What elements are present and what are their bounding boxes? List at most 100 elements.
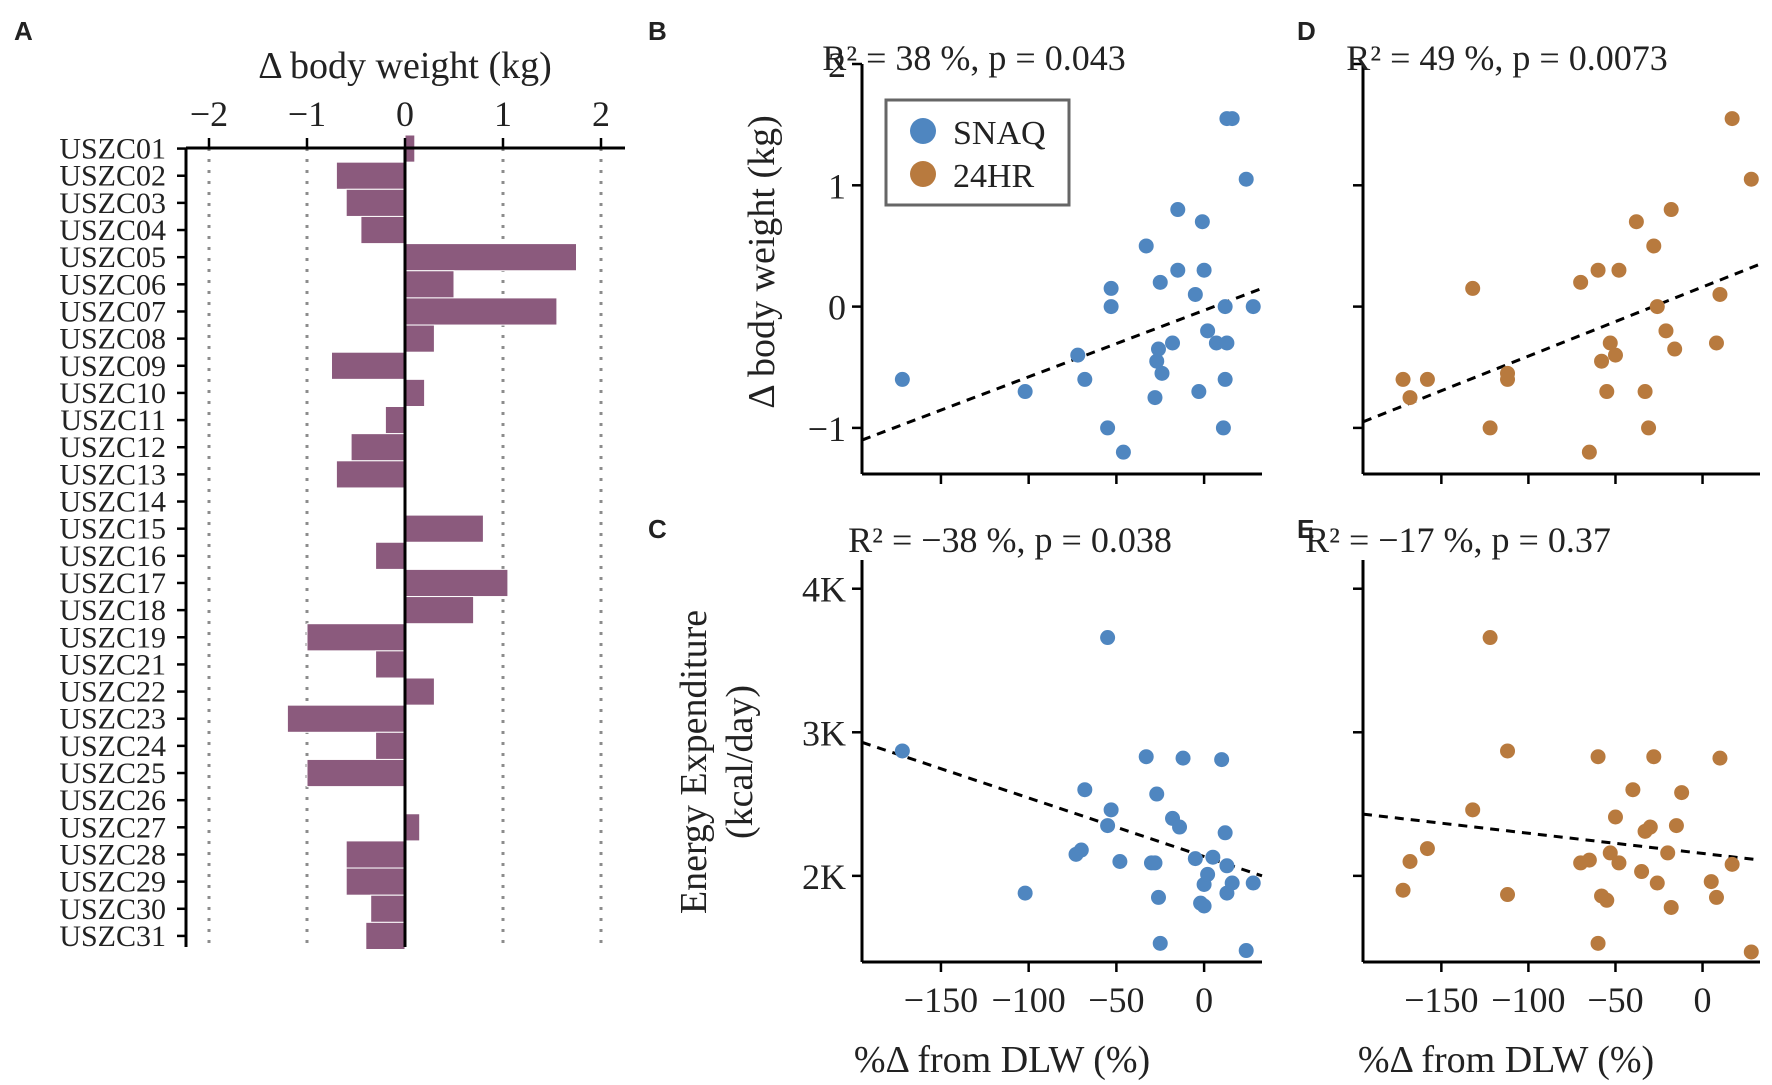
panel-a-bar xyxy=(345,867,406,896)
panel-e-point xyxy=(1602,845,1618,861)
panel-e-point xyxy=(1743,944,1759,960)
panel-a-xtick-label: −1 xyxy=(288,94,326,134)
panel-d-point xyxy=(1743,171,1759,187)
panel-a-bar xyxy=(370,894,406,923)
panel-b-point xyxy=(1187,286,1203,302)
panel-d-point xyxy=(1611,262,1627,278)
panel-d-point xyxy=(1599,384,1615,400)
panel-b-point xyxy=(1191,384,1207,400)
panel-e-point xyxy=(1703,874,1719,890)
panel-a-category-label: USZC24 xyxy=(59,730,166,763)
panel-d-point xyxy=(1419,371,1435,387)
panel-e-xtick-label: 0 xyxy=(1694,980,1712,1020)
panel-a-bar xyxy=(306,623,406,652)
panel-b-point xyxy=(1245,299,1261,315)
panel-c-point xyxy=(1219,858,1235,874)
panel-c-xtick-label: −50 xyxy=(1088,980,1144,1020)
panel-a-bar xyxy=(404,568,509,598)
panel-b-point xyxy=(1152,274,1168,290)
panel-e-point xyxy=(1419,841,1435,857)
legend-box xyxy=(884,98,1071,207)
panel-e-point xyxy=(1482,630,1498,646)
panel-b-ytick-label: 2 xyxy=(828,45,846,85)
panel-c-ytick-label: 3K xyxy=(802,713,846,753)
panel-a-category-label: USZC01 xyxy=(59,133,166,166)
panel-d-point xyxy=(1607,347,1623,363)
panel-e-point xyxy=(1599,892,1615,908)
panel-c-xtick-label: −100 xyxy=(992,980,1066,1020)
panel-label-d: D xyxy=(1297,16,1316,46)
panel-c-point xyxy=(1175,750,1191,766)
panel-b-point xyxy=(1224,111,1240,127)
panel-b-point xyxy=(1103,299,1119,315)
panel-e-point xyxy=(1649,875,1665,891)
panel-e-point xyxy=(1500,887,1516,903)
panel-e-point xyxy=(1402,854,1418,869)
panel-b-point xyxy=(1200,323,1216,339)
panel-a-bar xyxy=(375,541,406,570)
panel-a-category-label: USZC28 xyxy=(59,838,166,871)
panel-b-point xyxy=(1017,384,1033,400)
panel-a-bar xyxy=(306,758,406,788)
panel-a-category-label: USZC02 xyxy=(59,160,166,193)
panel-c-ylabel-line1: Energy Expenditure xyxy=(673,610,715,914)
panel-c-point xyxy=(1077,782,1093,798)
panel-d-point xyxy=(1667,341,1683,357)
panel-d-point xyxy=(1590,262,1606,278)
panel-b-point xyxy=(1219,335,1235,351)
panel-d-point xyxy=(1395,371,1411,387)
panel-c-r2-annotation: R² = −38 %, p = 0.038 xyxy=(848,520,1172,560)
legend-label-24hr: 24HR xyxy=(953,158,1035,195)
panel-d-point xyxy=(1658,323,1674,339)
panel-c-ytick-label: 4K xyxy=(802,570,846,610)
panel-d-r2-annotation: R² = 49 %, p = 0.0073 xyxy=(1346,38,1667,78)
panel-a-category-label: USZC04 xyxy=(59,214,166,247)
panel-a-category-label: USZC21 xyxy=(59,648,166,681)
panel-a-category-label: USZC06 xyxy=(59,268,166,301)
panel-b-scatter: −1 0 1 2 R² = 38 %, p = 0.043 Δ body weight… xyxy=(741,38,1263,484)
panel-a-category-label: USZC07 xyxy=(59,295,166,328)
panel-c-point xyxy=(1149,786,1165,802)
panel-a-category-label: USZC13 xyxy=(59,458,166,491)
panel-d-scatter: R² = 49 %, p = 0.0073 xyxy=(1346,38,1761,484)
panel-a-bar xyxy=(404,297,558,326)
panel-b-point xyxy=(1170,202,1186,218)
panel-a-category-label: USZC18 xyxy=(59,594,166,627)
panel-a-bar xyxy=(335,460,406,489)
panel-e-point xyxy=(1634,864,1650,880)
legend-marker-snaq xyxy=(910,118,936,144)
panel-e-xtick-label: −150 xyxy=(1404,980,1478,1020)
panel-d-point xyxy=(1465,280,1481,296)
panel-e-point xyxy=(1724,856,1740,872)
panel-c-trend-line xyxy=(861,740,1263,878)
panel-b-point xyxy=(1196,262,1212,278)
panel-e-xlabel: %Δ from DLW (%) xyxy=(1358,1039,1654,1081)
panel-a-bar xyxy=(360,215,406,245)
panel-a-bar xyxy=(335,161,406,190)
panel-b-point xyxy=(1147,390,1163,406)
panel-b-point xyxy=(1138,238,1154,254)
panel-d-point xyxy=(1628,214,1644,230)
panel-d-point xyxy=(1649,299,1665,315)
panel-a-bar xyxy=(404,596,475,625)
panel-e-point xyxy=(1663,899,1679,915)
panel-a-bar xyxy=(375,650,406,679)
panel-e-scatter: −150 −100 −50 0 R² = −17 %, p = 0.37 %Δ fro… xyxy=(1305,520,1761,1081)
panel-d-trend-line xyxy=(1362,262,1761,424)
panel-b-ytick-label: 0 xyxy=(828,288,846,328)
panel-b-point xyxy=(1150,341,1166,357)
panel-e-xtick-label: −50 xyxy=(1587,980,1643,1020)
panel-b-trend-line xyxy=(861,287,1263,442)
panel-e-point xyxy=(1500,743,1516,759)
panel-a-category-label: USZC03 xyxy=(59,187,166,220)
panel-e-point xyxy=(1465,802,1481,818)
panel-label-a: A xyxy=(14,16,33,46)
panel-a-category-label: USZC10 xyxy=(59,377,166,410)
panel-a-bar xyxy=(350,433,406,462)
panel-e-r2-annotation: R² = −17 %, p = 0.37 xyxy=(1305,520,1611,560)
panel-c-point xyxy=(1147,855,1163,871)
panel-e-point xyxy=(1590,935,1606,951)
panel-a-category-label: USZC17 xyxy=(59,567,166,600)
panel-d-point xyxy=(1594,353,1610,369)
